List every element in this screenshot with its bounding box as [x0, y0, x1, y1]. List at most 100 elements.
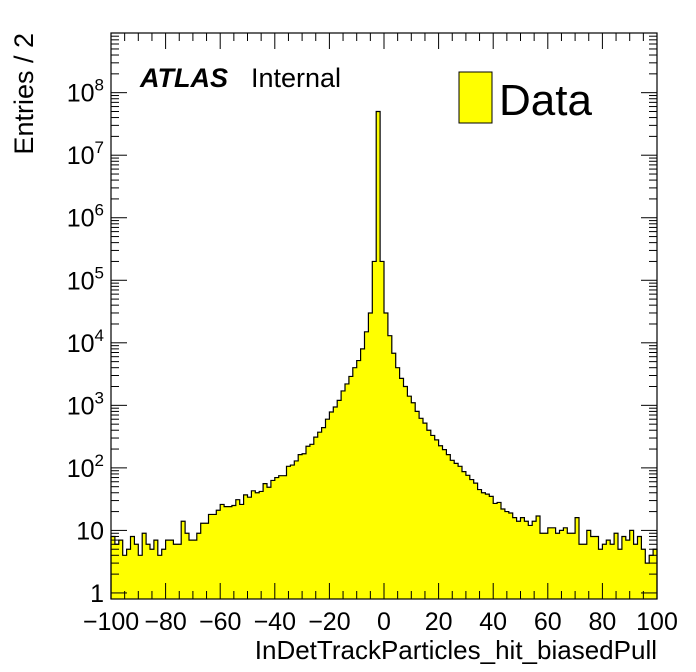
histogram-bar [555, 533, 560, 599]
histogram-bar [189, 540, 194, 599]
histogram-bar [524, 521, 529, 599]
y-axis-title: Entries / 2 [9, 33, 39, 155]
histogram-bar [278, 475, 283, 599]
y-tick-label: 104 [67, 326, 104, 358]
histogram-bar [298, 454, 303, 599]
histogram-bar [391, 353, 397, 599]
histogram-bar [130, 536, 135, 599]
legend-swatch [458, 71, 493, 124]
histogram-bar [465, 475, 471, 599]
histogram-bar [426, 430, 432, 599]
histogram-bar [571, 533, 576, 599]
histogram-bar [216, 510, 221, 599]
histogram-bar [364, 331, 369, 599]
histogram-bar [259, 491, 264, 599]
histogram-bar [376, 111, 381, 599]
histogram-bar [430, 435, 436, 599]
histogram-bar [352, 367, 358, 599]
histogram-bar [403, 386, 408, 599]
histogram-bar [419, 418, 424, 599]
histogram-bar [138, 555, 143, 599]
y-tick-label: 102 [67, 451, 104, 483]
histogram-bar [594, 536, 599, 599]
x-tick-label: 100 [636, 608, 678, 636]
histogram-bar [286, 466, 291, 599]
histogram-bar [442, 449, 447, 599]
histogram-bar [313, 437, 319, 599]
histogram-bar [142, 533, 147, 599]
histogram-bar [520, 517, 525, 599]
histogram-bar [395, 367, 400, 599]
histogram-bar [317, 432, 322, 599]
histogram-bar [532, 521, 537, 599]
histogram-bar [602, 544, 607, 599]
histogram-bar [473, 483, 478, 599]
histogram-bar [333, 407, 338, 599]
histogram-bar [235, 499, 241, 599]
histogram-bar [625, 540, 631, 599]
histogram-bar [450, 460, 455, 599]
y-tick-label: 105 [67, 263, 104, 295]
histogram-bar [356, 360, 361, 599]
histogram-bar [290, 465, 295, 599]
histogram-bar [508, 512, 514, 599]
y-tick-label: 1 [90, 580, 104, 608]
histogram-bar [185, 533, 190, 599]
histogram-bar [196, 533, 202, 599]
histogram-bar [169, 540, 174, 599]
histogram-bar [485, 494, 490, 599]
histogram-bar [204, 523, 209, 599]
histogram-bar [220, 504, 225, 599]
x-axis-title: InDetTrackParticles_hit_biasedPull [255, 635, 657, 665]
y-tick-label: 10 [76, 517, 104, 545]
histogram-bar [255, 492, 260, 599]
histogram-bar [641, 549, 646, 599]
x-tick-label: −80 [144, 608, 186, 636]
histogram-bar [111, 536, 116, 599]
histogram-bar [239, 504, 244, 599]
histogram-bar [228, 506, 233, 599]
histogram-bar [309, 444, 315, 599]
x-tick-label: −60 [199, 608, 241, 636]
histogram-bar [126, 549, 131, 599]
histogram-bar [146, 544, 151, 599]
histogram-bar [165, 540, 170, 599]
histogram-bar [294, 460, 299, 599]
histogram-bar [563, 527, 568, 599]
histogram-bar [512, 517, 517, 599]
y-tick-label: 108 [67, 76, 104, 108]
histogram-bar [528, 525, 533, 599]
histogram-bar [345, 383, 350, 599]
histogram-bar [247, 497, 252, 599]
x-tick-label: −100 [83, 608, 139, 636]
histogram-bar [270, 480, 276, 599]
histogram-bar [387, 335, 393, 599]
y-tick-labels: 1 10 102 103 104 105 106 107 108 [67, 76, 104, 608]
histogram-bar [177, 544, 182, 599]
y-tick-label: 103 [67, 388, 104, 420]
histogram-bar [243, 494, 248, 599]
histogram-bar [372, 261, 377, 599]
histogram-bar [582, 544, 588, 599]
histogram-bar [341, 390, 346, 599]
histogram-bar [251, 490, 256, 599]
histogram-bar [618, 549, 623, 599]
histogram-bar [329, 411, 334, 599]
histogram-bar [649, 555, 654, 599]
histogram-bar [547, 527, 553, 599]
histogram-bar [501, 508, 506, 599]
histogram-bar [423, 423, 428, 599]
y-tick-label: 107 [67, 138, 104, 170]
x-tick-labels: −100 −80 −60 −40 −20 0 20 40 60 80 100 [83, 608, 678, 636]
histogram-bar [411, 402, 416, 599]
plot-frame [110, 32, 658, 600]
histogram-bar [407, 396, 412, 599]
histogram-bar [157, 555, 163, 599]
histogram-bar [348, 376, 354, 599]
atlas-sublabel: Internal [251, 63, 341, 93]
histogram-bar [536, 515, 541, 599]
histogram-bar [384, 312, 389, 599]
histogram-bar [497, 502, 502, 599]
histogram-bar [231, 505, 237, 599]
histogram-bar [150, 549, 155, 599]
